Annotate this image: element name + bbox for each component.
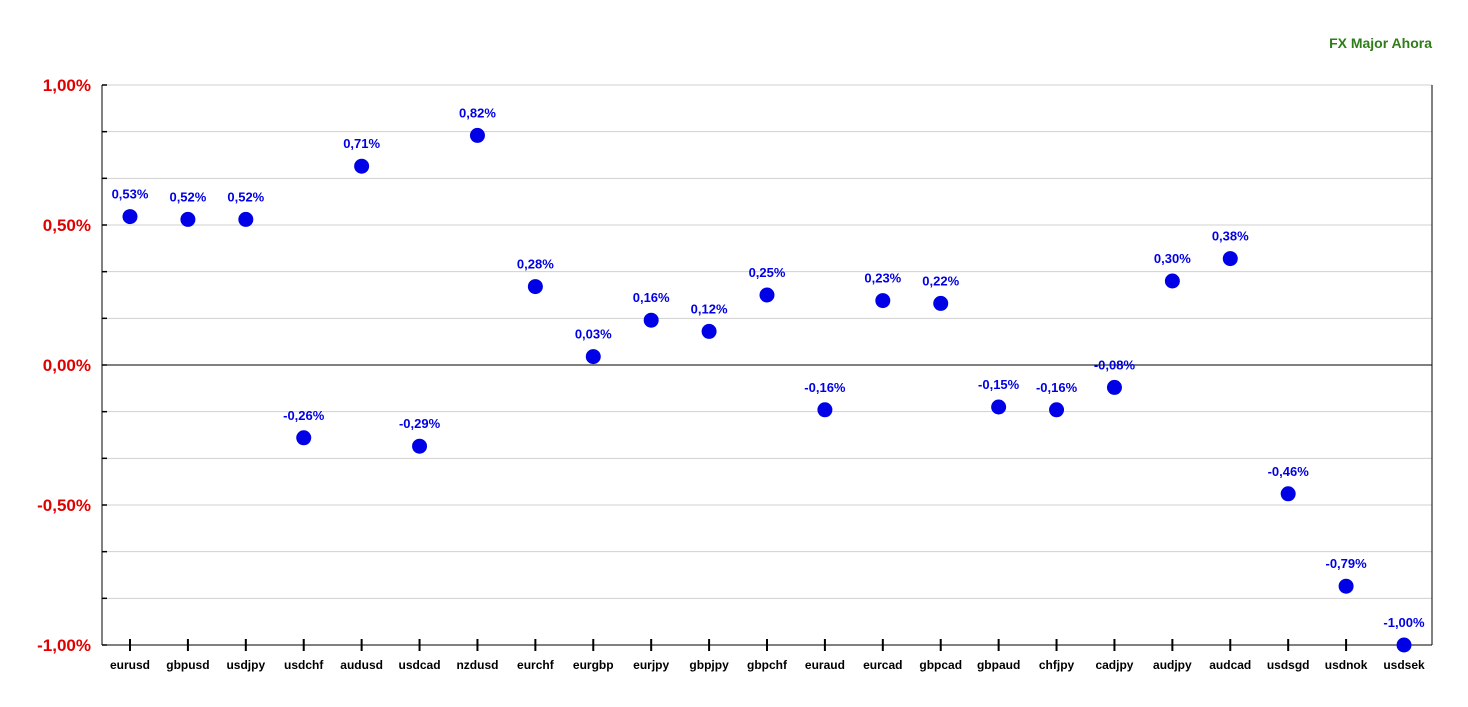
data-label: -0,79% xyxy=(1325,556,1367,571)
grid-lines xyxy=(102,84,1432,646)
data-point xyxy=(180,211,196,227)
data-point xyxy=(991,399,1007,415)
data-point xyxy=(1106,379,1122,395)
x-tick-label: eurgbp xyxy=(573,658,614,672)
data-label: 0,38% xyxy=(1212,229,1249,244)
x-tick-label: euraud xyxy=(805,658,845,672)
data-point xyxy=(585,349,601,365)
data-label: 0,23% xyxy=(864,271,901,286)
data-point xyxy=(1164,273,1180,289)
x-tick-label: gbpusd xyxy=(166,658,209,672)
x-tick-label: eurchf xyxy=(517,658,555,672)
data-point xyxy=(701,323,717,339)
x-tick-label: usdcad xyxy=(399,658,441,672)
data-label: -0,16% xyxy=(804,380,846,395)
y-tick-label: -0,50% xyxy=(37,496,91,515)
x-tick-label: usdnok xyxy=(1325,658,1368,672)
data-point xyxy=(1396,637,1412,653)
data-point xyxy=(527,279,543,295)
data-point xyxy=(296,430,312,446)
y-tick-label: -1,00% xyxy=(37,636,91,655)
chart-title: FX Major Ahora xyxy=(1329,35,1432,51)
data-point xyxy=(1280,486,1296,502)
data-point xyxy=(354,158,370,174)
x-tick-label: usdsek xyxy=(1383,658,1425,672)
x-tick-label: usdchf xyxy=(284,658,324,672)
data-label: -0,15% xyxy=(978,377,1020,392)
data-label: 0,12% xyxy=(691,301,728,316)
data-label: -0,29% xyxy=(399,416,441,431)
x-tick-label: audcad xyxy=(1209,658,1251,672)
data-label: 0,52% xyxy=(169,189,206,204)
x-tick-label: gbpaud xyxy=(977,658,1020,672)
data-point xyxy=(412,438,428,454)
data-point xyxy=(643,312,659,328)
data-label: 0,25% xyxy=(749,265,786,280)
data-label: -0,16% xyxy=(1036,380,1078,395)
data-point xyxy=(817,402,833,418)
y-tick-label: 0,00% xyxy=(43,356,91,375)
data-label: -0,46% xyxy=(1268,464,1310,479)
data-label: -0,26% xyxy=(283,408,325,423)
data-label: 0,28% xyxy=(517,257,554,272)
x-tick-label: usdsgd xyxy=(1267,658,1310,672)
data-label: -1,00% xyxy=(1383,615,1425,630)
data-point xyxy=(933,295,949,311)
data-label: 0,30% xyxy=(1154,251,1191,266)
x-tick-label: eurcad xyxy=(863,658,902,672)
axes xyxy=(101,84,1433,651)
data-label: -0,08% xyxy=(1094,357,1136,372)
data-point xyxy=(759,287,775,303)
y-tick-label: 0,50% xyxy=(43,216,91,235)
x-tick-label: chfjpy xyxy=(1039,658,1075,672)
x-tick-label: gbpchf xyxy=(747,658,788,672)
data-point xyxy=(1049,402,1065,418)
data-point xyxy=(469,127,485,143)
data-label: 0,22% xyxy=(922,273,959,288)
data-point xyxy=(875,293,891,309)
x-tick-label: eurusd xyxy=(110,658,150,672)
data-points xyxy=(122,127,1412,653)
x-tick-label: gbpjpy xyxy=(689,658,729,672)
data-point xyxy=(1338,578,1354,594)
x-tick-label: nzdusd xyxy=(456,658,498,672)
x-tick-label: gbpcad xyxy=(919,658,962,672)
data-point xyxy=(238,211,254,227)
data-labels: 0,53% 0,52% 0,52% -0,26% 0,71% -0,29% 0,82% 0,2… xyxy=(112,105,1425,630)
y-tick-label: 1,00% xyxy=(43,76,91,95)
x-tick-label: audjpy xyxy=(1153,658,1192,672)
x-tick-label: audusd xyxy=(340,658,383,672)
x-tick-label: usdjpy xyxy=(226,658,265,672)
y-tick-labels: 1,00% 0,50% 0,00% -0,50% -1,00% xyxy=(37,76,91,655)
data-label: 0,53% xyxy=(112,187,149,202)
x-tick-label: cadjpy xyxy=(1095,658,1133,672)
data-label: 0,03% xyxy=(575,327,612,342)
data-label: 0,52% xyxy=(227,189,264,204)
x-tick-labels: eurusd gbpusd usdjpy usdchf audusd usdcad nzdu… xyxy=(110,658,1425,672)
data-point xyxy=(122,209,138,225)
data-label: 0,71% xyxy=(343,136,380,151)
x-tick-label: eurjpy xyxy=(633,658,669,672)
data-label: 0,82% xyxy=(459,105,496,120)
data-point xyxy=(1222,251,1238,267)
data-label: 0,16% xyxy=(633,290,670,305)
